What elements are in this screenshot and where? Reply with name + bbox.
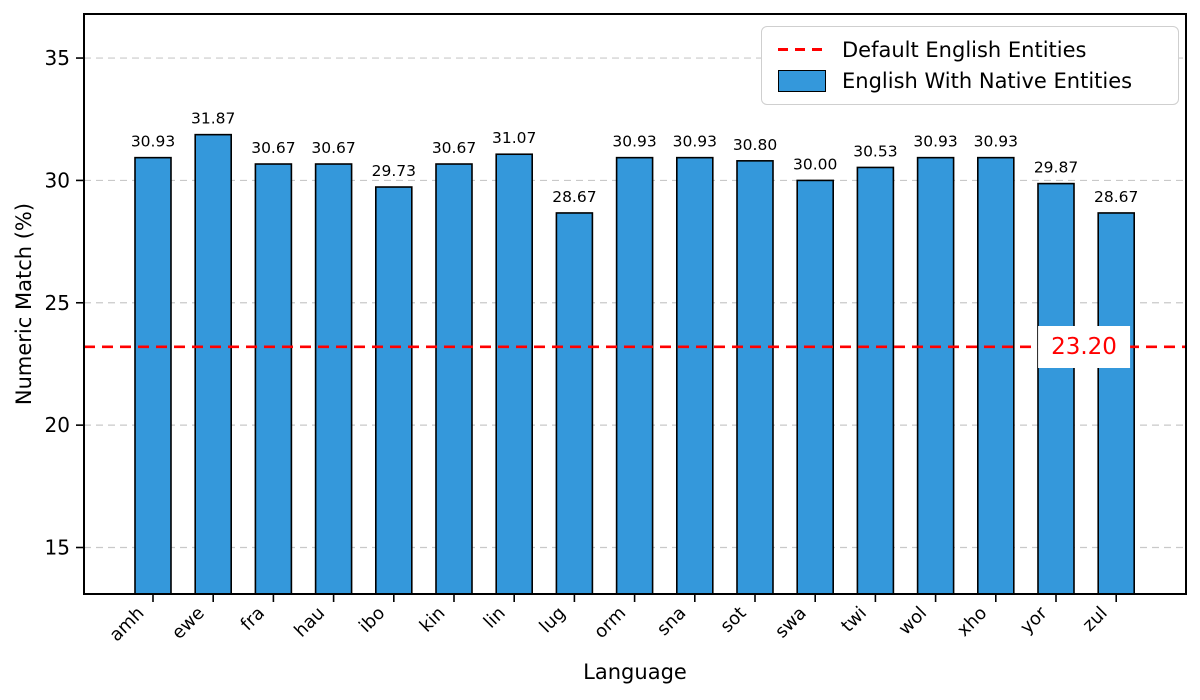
x-tick-label-ewe: ewe bbox=[168, 603, 209, 644]
bar-hau bbox=[314, 163, 353, 595]
bar-amh bbox=[134, 156, 172, 595]
x-tick-label-lug: lug bbox=[535, 603, 570, 638]
bar-value-label-amh: 30.93 bbox=[131, 133, 175, 151]
bar-kin bbox=[435, 163, 473, 595]
bar-value-label-orm: 30.93 bbox=[612, 133, 656, 151]
x-tick-label-kin: kin bbox=[416, 603, 450, 637]
x-tick-label-yor: yor bbox=[1016, 602, 1052, 638]
x-tick-label-sot: sot bbox=[716, 603, 750, 637]
bar-value-label-sna: 30.93 bbox=[673, 133, 717, 151]
y-tick-label: 35 bbox=[45, 46, 70, 70]
y-tick-label: 20 bbox=[45, 413, 70, 437]
bar-value-label-kin: 30.67 bbox=[432, 139, 476, 157]
bar-swatch-icon bbox=[778, 70, 826, 93]
bar-yor bbox=[1037, 182, 1075, 595]
dashed-line-swatch-icon bbox=[778, 48, 826, 52]
x-tick-label-swa: swa bbox=[771, 603, 811, 643]
y-tick-label: 25 bbox=[45, 291, 70, 315]
bar-value-label-yor: 29.87 bbox=[1034, 159, 1078, 177]
bar-lug bbox=[555, 212, 594, 595]
x-tick-label-lin: lin bbox=[480, 603, 510, 633]
y-tick-label: 15 bbox=[45, 536, 70, 560]
bar-twi bbox=[856, 166, 895, 595]
bar-fra bbox=[254, 163, 293, 595]
x-tick-label-hau: hau bbox=[290, 603, 329, 642]
threshold-value-label: 23.20 bbox=[1038, 325, 1130, 368]
bar-wol bbox=[916, 156, 955, 595]
bar-sot bbox=[736, 160, 774, 595]
x-tick-label-sna: sna bbox=[653, 603, 690, 640]
bar-ewe bbox=[194, 133, 232, 595]
bar-value-label-sot: 30.80 bbox=[733, 136, 777, 154]
x-axis-title: Language bbox=[583, 660, 687, 684]
x-tick-label-fra: fra bbox=[237, 603, 269, 635]
x-tick-label-twi: twi bbox=[837, 603, 871, 637]
bar-xho bbox=[976, 156, 1015, 595]
legend-entry-native-entities: English With Native Entities bbox=[778, 69, 1162, 93]
bar-value-label-wol: 30.93 bbox=[913, 133, 957, 151]
legend: Default English Entities English With Na… bbox=[761, 26, 1179, 105]
x-tick-label-wol: wol bbox=[895, 603, 932, 640]
legend-entry-default-english: Default English Entities bbox=[778, 38, 1162, 62]
bar-value-label-lin: 31.07 bbox=[492, 129, 536, 147]
x-tick-label-orm: orm bbox=[590, 603, 630, 643]
bar-ibo bbox=[374, 186, 413, 595]
bar-value-label-twi: 30.53 bbox=[853, 142, 897, 160]
bar-zul bbox=[1097, 212, 1135, 595]
bar-value-label-xho: 30.93 bbox=[974, 133, 1018, 151]
x-tick-label-ibo: ibo bbox=[355, 603, 389, 637]
bar-value-label-ewe: 31.87 bbox=[191, 110, 235, 128]
y-tick-label: 30 bbox=[45, 168, 70, 192]
x-tick-label-amh: amh bbox=[105, 603, 148, 646]
bar-lin bbox=[495, 153, 534, 595]
x-tick-label-zul: zul bbox=[1079, 603, 1112, 636]
y-axis-title: Numeric Match (%) bbox=[12, 202, 36, 406]
bar-value-label-hau: 30.67 bbox=[311, 139, 355, 157]
bar-sna bbox=[675, 156, 714, 595]
legend-label-default-english: Default English Entities bbox=[842, 37, 1087, 62]
bar-value-label-fra: 30.67 bbox=[251, 139, 295, 157]
bar-orm bbox=[615, 156, 654, 595]
bar-value-label-lug: 28.67 bbox=[552, 188, 596, 206]
legend-label-native-entities: English With Native Entities bbox=[842, 69, 1133, 94]
bar-swa bbox=[796, 179, 835, 595]
bar-value-label-ibo: 29.73 bbox=[372, 162, 416, 180]
bar-value-label-zul: 28.67 bbox=[1094, 188, 1138, 206]
x-tick-label-xho: xho bbox=[953, 603, 991, 641]
bar-value-label-swa: 30.00 bbox=[793, 155, 837, 173]
